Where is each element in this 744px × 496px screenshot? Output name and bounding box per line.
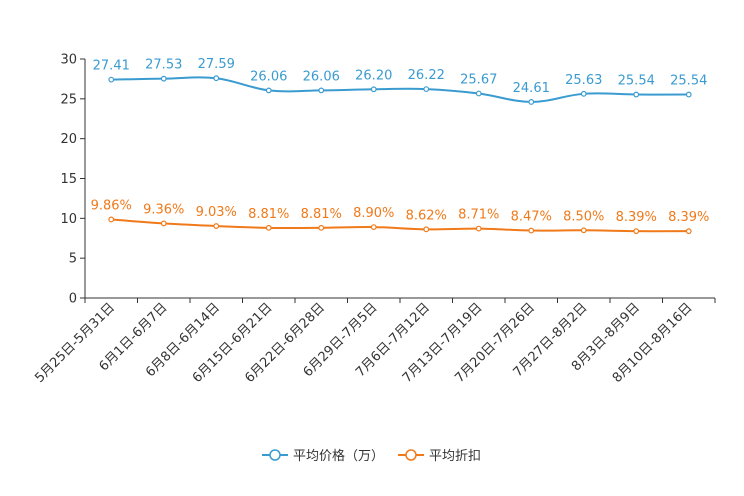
data-label: 9.36% (143, 202, 184, 217)
data-point[interactable] (528, 227, 535, 234)
data-point[interactable] (423, 86, 430, 93)
data-label: 25.54 (618, 74, 655, 89)
series-2: 9.86% 9.36% 9.03% 8.81% 8.81% 8.90% 8.62% 8.71%… (91, 198, 709, 235)
data-label: 26.06 (250, 69, 287, 84)
data-point[interactable] (475, 90, 482, 97)
series-line (111, 76, 689, 103)
data-label: 25.67 (460, 72, 497, 87)
data-point[interactable] (633, 228, 640, 235)
data-label: 8.47% (511, 210, 552, 225)
data-point[interactable] (265, 87, 272, 94)
y-tick-label: 0 (69, 292, 77, 307)
data-point[interactable] (108, 76, 115, 83)
y-tick-label: 25 (60, 92, 77, 107)
data-point[interactable] (685, 91, 692, 98)
data-point[interactable] (423, 226, 430, 233)
data-point[interactable] (318, 87, 325, 94)
data-point[interactable] (318, 224, 325, 231)
data-label: 8.62% (406, 208, 447, 223)
data-label: 8.39% (616, 210, 657, 225)
legend-item-1[interactable]: 平均价格（万） (262, 448, 384, 464)
data-point[interactable] (528, 99, 535, 105)
data-point[interactable] (108, 216, 115, 223)
y-tick-label: 15 (60, 172, 77, 187)
legend-label: 平均折扣 (429, 449, 481, 464)
data-label: 26.20 (355, 68, 392, 83)
y-tick-label: 30 (60, 53, 77, 68)
legend[interactable]: 平均价格（万） 平均折扣 (262, 448, 481, 464)
data-label: 24.61 (513, 81, 550, 96)
data-label: 25.63 (565, 73, 602, 88)
data-label: 8.50% (563, 209, 604, 224)
data-point[interactable] (213, 223, 220, 229)
data-point[interactable] (475, 225, 482, 232)
data-label: 8.90% (353, 206, 394, 221)
data-point[interactable] (370, 224, 377, 230)
data-point[interactable] (160, 220, 167, 227)
legend-item-2[interactable]: 平均折扣 (398, 449, 481, 464)
data-label: 27.59 (198, 57, 235, 72)
series-1: 27.41 27.53 27.59 26.06 26.06 26.20 26.22 25.67… (93, 57, 707, 105)
data-label: 8.39% (668, 210, 709, 225)
data-label: 25.54 (670, 74, 707, 89)
data-label: 9.86% (91, 198, 132, 213)
data-point[interactable] (580, 227, 587, 234)
y-tick-label: 5 (69, 252, 77, 267)
data-label: 26.06 (303, 69, 340, 84)
series-line (111, 218, 689, 233)
data-point[interactable] (213, 75, 220, 82)
data-point[interactable] (580, 90, 587, 97)
data-point[interactable] (265, 224, 272, 231)
data-point[interactable] (685, 228, 692, 235)
data-label: 27.53 (145, 58, 182, 73)
data-point[interactable] (160, 75, 167, 82)
y-tick-label: 10 (60, 212, 77, 227)
legend-marker-icon (405, 449, 417, 461)
data-label: 27.41 (93, 59, 130, 74)
data-point[interactable] (633, 91, 640, 98)
y-tick-label: 20 (60, 132, 77, 147)
data-label: 26.22 (408, 68, 445, 83)
series-layer: 27.41 27.53 27.59 26.06 26.06 26.20 26.22 25.67… (91, 57, 709, 235)
legend-marker-icon (269, 449, 281, 461)
data-point[interactable] (370, 86, 377, 93)
data-label: 9.03% (196, 205, 237, 220)
data-label: 8.81% (301, 207, 342, 222)
data-label: 8.71% (458, 208, 499, 223)
legend-label: 平均价格（万） (293, 448, 384, 464)
data-label: 8.81% (248, 207, 289, 222)
